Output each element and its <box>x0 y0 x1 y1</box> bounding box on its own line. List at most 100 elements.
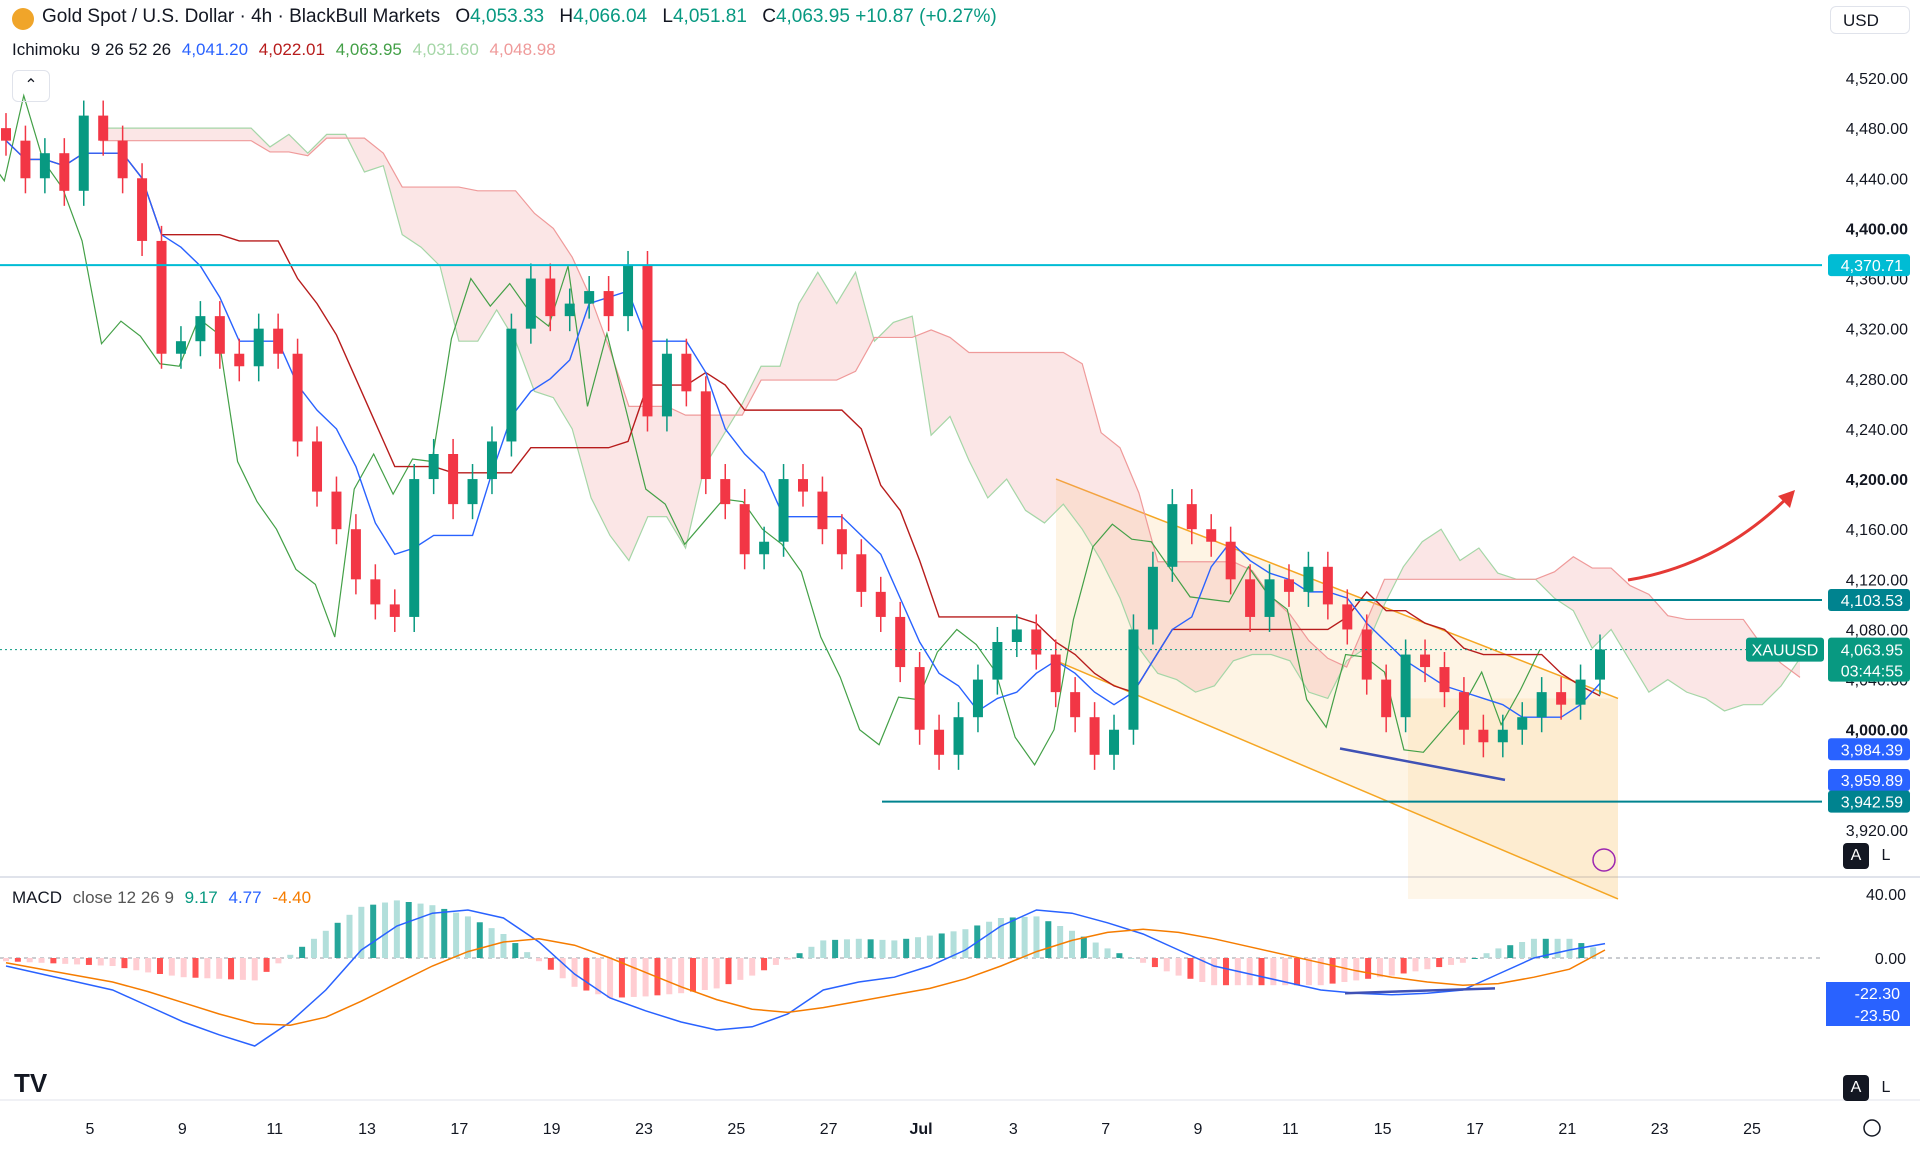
time-tick-label: 11 <box>266 1121 283 1138</box>
ichimoku-span-a-value: 4,031.60 <box>412 40 479 59</box>
candle-body <box>78 115 89 191</box>
macd-histogram-bar <box>476 922 483 958</box>
macd-histogram-bar <box>559 958 566 979</box>
candle-body <box>1420 654 1431 668</box>
price-tick-label: 4,240.00 <box>1846 422 1908 439</box>
macd-histogram-bar <box>950 931 957 958</box>
macd-histogram-bar <box>156 958 163 974</box>
candle-body <box>992 642 1003 680</box>
macd-histogram-bar <box>85 958 92 965</box>
candle-body <box>778 479 789 542</box>
macd-histogram-bar <box>1092 942 1099 958</box>
candle-body <box>1089 717 1100 755</box>
candle-body <box>1206 529 1217 542</box>
macd-histogram-bar <box>784 958 791 960</box>
candle-body <box>1381 679 1392 718</box>
price-tick-label: 4,280.00 <box>1846 372 1908 389</box>
candle-body <box>98 115 109 141</box>
candle-body <box>914 667 925 730</box>
macd-histogram-bar <box>14 958 21 962</box>
macd-histogram-bar <box>1246 958 1253 986</box>
low-value: 4,051.81 <box>672 6 747 27</box>
macd-tag <box>1826 1004 1910 1026</box>
candle-body <box>273 328 284 354</box>
macd-histogram-bar <box>642 958 649 997</box>
currency-selector[interactable]: USD <box>1830 6 1910 34</box>
candle-body <box>739 504 750 555</box>
macd-histogram-bar <box>547 958 554 970</box>
time-tick-label: 9 <box>1194 1121 1203 1138</box>
log-scale-button[interactable]: L <box>1881 847 1891 864</box>
macd-histogram-bar <box>808 946 815 958</box>
candle-body <box>486 441 497 480</box>
macd-histogram-bar <box>145 958 152 973</box>
macd-histogram-bar <box>464 916 471 958</box>
macd-histogram-bar <box>1211 958 1218 986</box>
time-tick-label: 11 <box>1282 1121 1299 1138</box>
macd-histogram-bar <box>891 940 898 958</box>
channel-upper-line <box>1055 478 1619 700</box>
candle-body <box>545 278 556 317</box>
candle-body <box>448 454 459 505</box>
candle-body <box>1167 504 1178 567</box>
macd-tag-label: -23.50 <box>1855 1008 1900 1025</box>
macd-histogram-bar <box>263 958 270 972</box>
macd-histogram-bar <box>1590 947 1597 958</box>
macd-histogram-group <box>3 900 1597 998</box>
macd-histogram-bar <box>322 930 329 958</box>
candle-body <box>525 278 536 329</box>
collapse-legend-button[interactable]: ⌃ <box>12 70 50 102</box>
time-tick-label: 21 <box>1558 1121 1576 1138</box>
candle-body <box>875 591 886 617</box>
macd-histogram-bar <box>429 905 436 958</box>
macd-histogram-bar <box>986 921 993 958</box>
macd-histogram-bar <box>382 902 389 958</box>
price-tick-label: 4,160.00 <box>1846 522 1908 539</box>
ichimoku-lagging-value: 4,063.95 <box>335 40 402 59</box>
settings-gear-icon <box>1863 1119 1881 1137</box>
ichimoku-span-b-value: 4,048.98 <box>489 40 556 59</box>
macd-histogram-bar <box>820 940 827 958</box>
ichimoku-span-a-line <box>100 127 1801 712</box>
auto-scale-button[interactable]: A <box>1843 843 1869 869</box>
macd-log-scale-button[interactable]: L <box>1881 1079 1891 1096</box>
macd-histogram-bar <box>832 939 839 958</box>
price-tick-label: 4,320.00 <box>1846 322 1908 339</box>
candle-body <box>564 303 575 317</box>
macd-histogram-bar <box>701 958 708 990</box>
macd-histogram-bar <box>488 928 495 958</box>
macd-histogram-bar <box>358 906 365 958</box>
time-tick-label: 13 <box>358 1121 376 1138</box>
price-tag-label: 4,370.71 <box>1841 258 1903 275</box>
close-value: 4,063.95 <box>775 6 850 27</box>
candle-body <box>1186 504 1197 530</box>
price-tag <box>1828 790 1910 813</box>
macd-histogram-bar <box>761 958 768 971</box>
candle-body <box>1031 629 1042 655</box>
time-tick-label: 25 <box>1743 1121 1761 1138</box>
macd-histogram-bar <box>737 958 744 980</box>
candle-body <box>1050 654 1061 693</box>
candle-body <box>389 604 400 617</box>
time-tick-label: 9 <box>178 1121 187 1138</box>
macd-histogram-bar <box>239 958 246 980</box>
price-tag <box>1828 738 1910 761</box>
candle-body <box>681 353 692 392</box>
candle-body <box>661 353 672 417</box>
ichimoku-legend[interactable]: Ichimoku 9 26 52 26 4,041.20 4,022.01 4,… <box>12 40 562 60</box>
macd-auto-scale-button[interactable]: A <box>1843 1075 1869 1101</box>
ichimoku-base-line <box>5 140 1601 697</box>
macd-histogram-bar <box>1471 958 1478 959</box>
macd-histogram-bar <box>1294 958 1301 986</box>
candle-body <box>506 328 517 442</box>
candle-body <box>214 316 225 354</box>
macd-histogram-bar <box>1459 958 1466 963</box>
macd-legend[interactable]: MACD close 12 26 9 9.17 4.77 -4.40 <box>12 888 317 908</box>
macd-label: MACD <box>12 888 63 907</box>
candle-body <box>1147 566 1158 630</box>
candle-body <box>798 479 808 492</box>
price-tick-label: 4,440.00 <box>1846 171 1908 188</box>
macd-histogram-bar <box>926 935 933 958</box>
candle-body <box>1128 629 1139 730</box>
